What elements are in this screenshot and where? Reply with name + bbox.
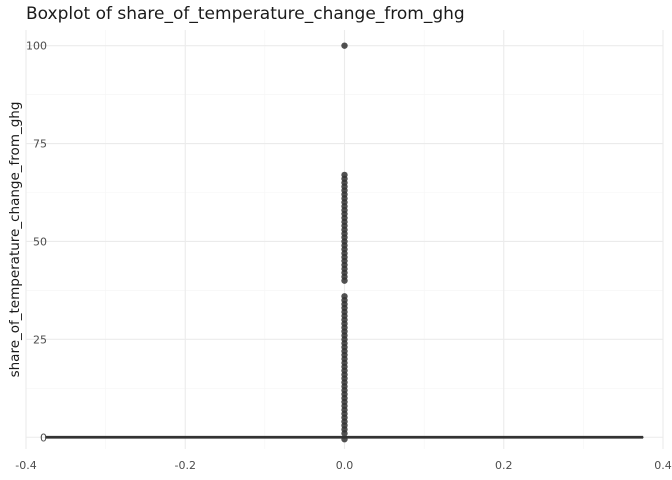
outlier-point <box>341 277 348 284</box>
x-tick-label: -0.4 <box>15 459 36 472</box>
x-tick-label: -0.2 <box>175 459 196 472</box>
y-tick-label: 25 <box>33 333 47 346</box>
x-tick-label: 0.0 <box>336 459 354 472</box>
x-axis-ticks: -0.4 -0.2 0.0 0.2 0.4 <box>15 459 671 472</box>
y-axis-title: share_of_temperature_change_from_ghg <box>7 102 23 378</box>
outlier-point <box>341 42 348 49</box>
outlier-point <box>341 436 348 443</box>
y-tick-label: 50 <box>33 235 47 248</box>
outlier-layer <box>341 42 348 443</box>
y-tick-label: 75 <box>33 138 47 151</box>
x-tick-label: 0.2 <box>495 459 513 472</box>
y-tick-label: 0 <box>40 431 47 444</box>
chart-title: Boxplot of share_of_temperature_change_f… <box>26 4 465 24</box>
outlier-point <box>341 430 348 437</box>
y-axis-ticks: 0 25 50 75 100 <box>26 40 47 445</box>
x-tick-label: 0.4 <box>654 459 672 472</box>
y-tick-label: 100 <box>26 40 47 53</box>
